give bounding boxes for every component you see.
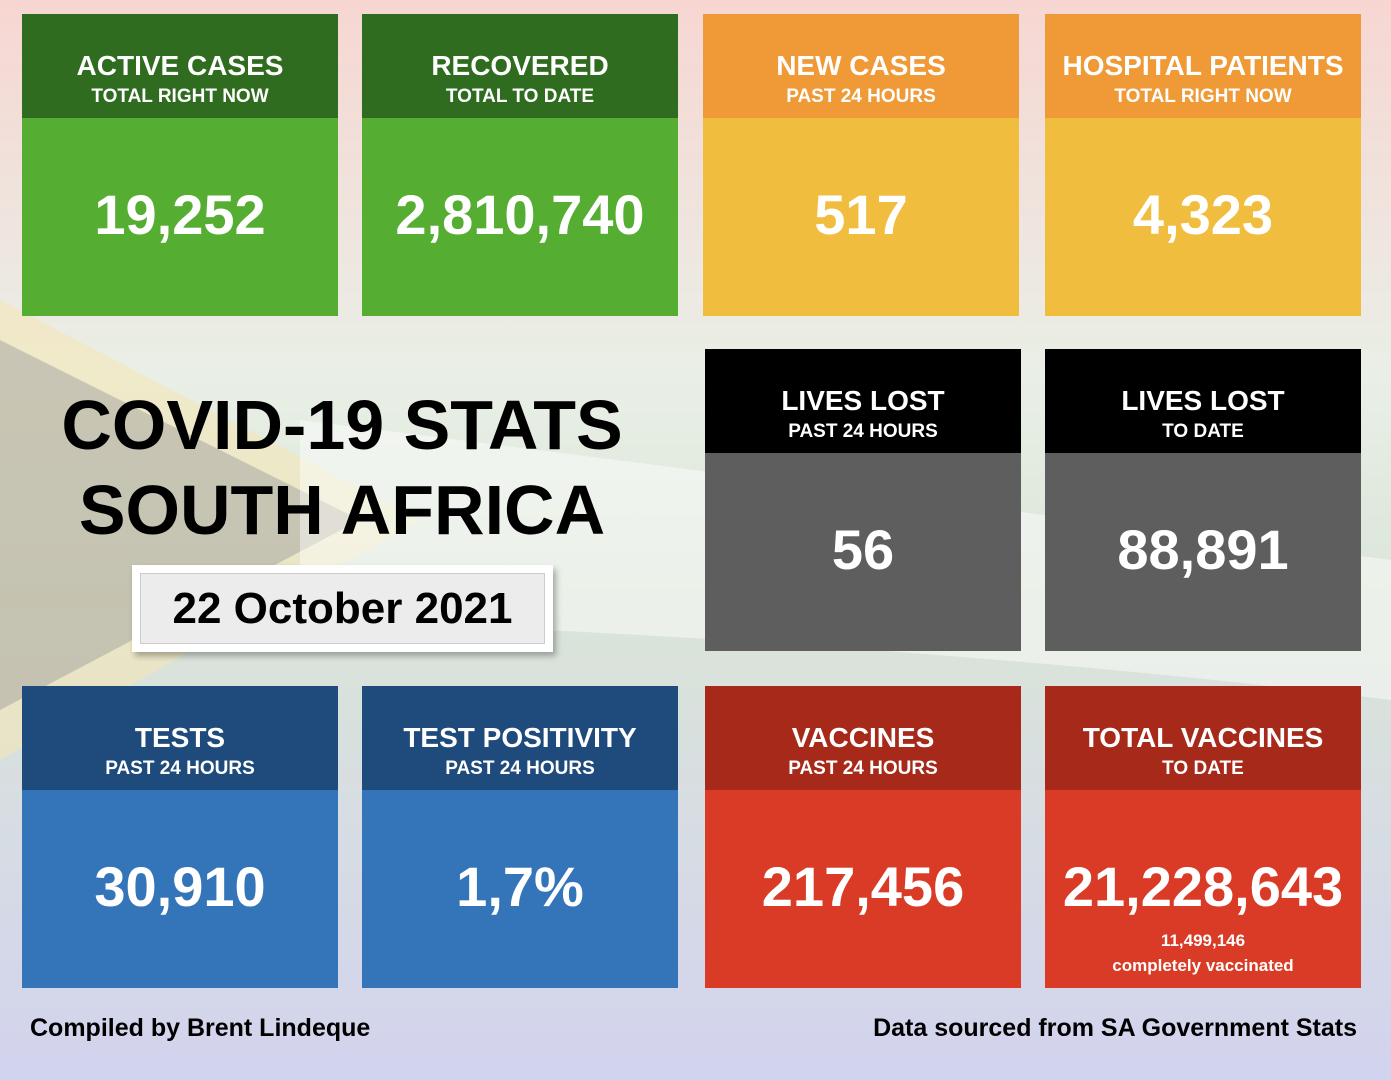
card-note: completely vaccinated — [1112, 956, 1294, 975]
card-subtitle: PAST 24 HOURS — [105, 758, 255, 779]
footer-right: Data sourced from SA Government Stats — [873, 1014, 1357, 1042]
card-title: ACTIVE CASES — [76, 50, 284, 81]
stat-card: TOTAL VACCINES TO DATE 21,228,643 11,499,14… — [1045, 686, 1361, 988]
title-line: SOUTH AFRICA — [78, 471, 606, 549]
card-header — [1045, 686, 1361, 790]
card-title: TOTAL VACCINES — [1082, 722, 1324, 753]
stat-card: ACTIVE CASES TOTAL RIGHT NOW 19,252 — [22, 14, 338, 316]
stat-card: LIVES LOST TO DATE 88,891 — [1045, 349, 1361, 651]
stat-card: TESTS PAST 24 HOURS 30,910 — [22, 686, 338, 988]
card-title: TEST POSITIVITY — [403, 722, 637, 753]
card-title: LIVES LOST — [781, 385, 945, 416]
card-title: HOSPITAL PATIENTS — [1062, 50, 1344, 81]
card-value: 517 — [814, 183, 908, 246]
card-header — [705, 349, 1021, 453]
stat-card: HOSPITAL PATIENTS TOTAL RIGHT NOW 4,323 — [1045, 14, 1361, 316]
stat-card: VACCINES PAST 24 HOURS 217,456 — [705, 686, 1021, 988]
card-value: 88,891 — [1117, 518, 1289, 581]
card-value: 217,456 — [761, 855, 965, 918]
title-line: COVID-19 STATS — [61, 386, 623, 464]
date-box: 22 October 2021 — [132, 565, 553, 652]
card-header — [703, 14, 1019, 118]
card-value: 56 — [831, 518, 895, 581]
card-title: TESTS — [134, 722, 226, 753]
stat-card: RECOVERED TOTAL TO DATE 2,810,740 — [362, 14, 678, 316]
card-header — [362, 686, 678, 790]
stat-card: NEW CASES PAST 24 HOURS 517 — [703, 14, 1019, 316]
card-subtitle: PAST 24 HOURS — [788, 758, 938, 779]
card-note: 11,499,146 — [1160, 931, 1246, 950]
card-value: 4,323 — [1132, 183, 1274, 246]
card-value: 2,810,740 — [395, 183, 645, 246]
card-title: VACCINES — [791, 722, 935, 753]
card-value: 21,228,643 — [1062, 855, 1344, 918]
card-header — [22, 14, 338, 118]
card-subtitle: TOTAL RIGHT NOW — [91, 86, 269, 107]
card-header — [362, 14, 678, 118]
card-subtitle: TO DATE — [1162, 421, 1244, 442]
footer-left: Compiled by Brent Lindeque — [30, 1014, 371, 1042]
card-subtitle: TOTAL TO DATE — [445, 86, 595, 107]
card-subtitle: PAST 24 HOURS — [788, 421, 938, 442]
card-subtitle: PAST 24 HOURS — [786, 86, 936, 107]
card-value: 1,7% — [456, 855, 584, 918]
card-header — [1045, 349, 1361, 453]
stat-card: LIVES LOST PAST 24 HOURS 56 — [705, 349, 1021, 651]
card-subtitle: TOTAL RIGHT NOW — [1114, 86, 1292, 107]
card-value: 30,910 — [94, 855, 266, 918]
date: 22 October 2021 — [140, 573, 545, 644]
card-value: 19,252 — [94, 183, 266, 246]
card-title: LIVES LOST — [1121, 385, 1285, 416]
card-header — [705, 686, 1021, 790]
card-subtitle: TO DATE — [1162, 758, 1244, 779]
card-header — [22, 686, 338, 790]
card-subtitle: PAST 24 HOURS — [445, 758, 595, 779]
card-title: NEW CASES — [776, 50, 946, 81]
card-header — [1045, 14, 1361, 118]
stat-card: TEST POSITIVITY PAST 24 HOURS 1,7% — [362, 686, 678, 988]
card-title: RECOVERED — [431, 50, 609, 81]
